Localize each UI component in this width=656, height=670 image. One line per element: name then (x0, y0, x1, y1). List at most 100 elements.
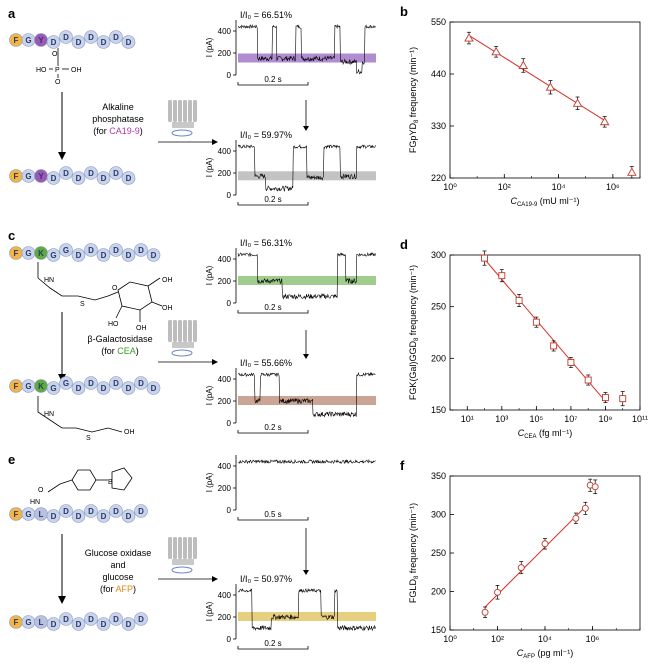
residue-letter: D (113, 33, 119, 42)
residue-letter: D (88, 33, 94, 42)
residue-bead (96, 248, 111, 262)
residue-letter: F (14, 36, 19, 45)
current-trace-line (237, 458, 376, 465)
nanopore-icon (158, 320, 218, 365)
pore-subunit (178, 100, 182, 122)
trace-y-tick-label: 0 (227, 419, 232, 428)
trace-arrow-head (303, 126, 309, 131)
level-band (238, 612, 376, 621)
y-tick-label: 300 (431, 510, 446, 520)
y-tick-label: 200 (431, 353, 446, 363)
level-band (238, 53, 376, 63)
panel-label-e: e (8, 452, 15, 467)
residue-bead (121, 381, 136, 395)
data-point (545, 82, 556, 91)
residue-bead (109, 376, 123, 390)
chart-d: d 150 200 250 300 10¹ 10³ 10⁵ 10⁷ 10⁹ 10¹¹ CCEA (fg… (400, 237, 648, 440)
x-tick-label: 10⁶ (586, 634, 600, 644)
data-point (572, 514, 580, 522)
time-scale-label: 0.2 s (264, 423, 281, 432)
data-point (550, 342, 558, 350)
residue-letter: D (126, 620, 132, 629)
pore-subunit (168, 100, 172, 122)
residue-bead (84, 612, 98, 626)
nanopore-icon (158, 100, 218, 145)
residue-letter: D (88, 169, 94, 178)
residue-letter: D (88, 507, 94, 516)
data-point (515, 297, 523, 304)
residue-letter: D (51, 512, 57, 521)
current-ratio-label: I/I₀ = 56.31% (240, 238, 292, 248)
residue-letter: D (76, 384, 82, 393)
residue-letter: K (38, 382, 44, 391)
trace-y-label: I (pA) (205, 601, 214, 621)
pore-subunit (168, 537, 172, 559)
fit-line (484, 506, 586, 608)
data-point (591, 483, 599, 491)
y-tick-label: 220 (431, 173, 446, 183)
residue-letter: D (63, 169, 69, 178)
time-scale-label: 0.5 s (264, 510, 281, 519)
residue-letter: D (76, 512, 82, 521)
residue-bead (146, 248, 161, 262)
x-axis-label: CCA19-9 (mU ml⁻¹) (510, 196, 579, 208)
current-trace-line (237, 144, 376, 192)
current-trace-panel: 400 200 0 I (pA) 0.5 s (205, 455, 376, 521)
y-tick-label: 550 (431, 17, 446, 27)
residue-bead (96, 509, 111, 523)
residue-bead (46, 381, 61, 395)
pore-stem (172, 559, 194, 565)
residue-bead (59, 243, 73, 257)
residue-bead (84, 166, 98, 180)
pore-subunit (193, 320, 197, 342)
residue-letter: Y (38, 36, 44, 45)
residue-letter: Y (38, 172, 44, 181)
residue-letter: D (63, 33, 69, 42)
residue-bead (59, 166, 73, 180)
time-scale-bar (237, 310, 309, 314)
membrane-icon (171, 129, 193, 137)
residue-letter: D (51, 174, 57, 183)
y-tick-label: 330 (431, 121, 446, 131)
residue-letter: D (88, 379, 94, 388)
data-point (567, 359, 575, 366)
y-axis-label: FGpYD8 frequency (min⁻¹) (408, 47, 420, 153)
trace-y-tick-label: 200 (218, 277, 232, 286)
data-point (491, 46, 501, 56)
current-trace-panel: 400 200 0 I (pA) I/I₀ = 59.97% 0.2 s (205, 130, 376, 206)
residue-bead (46, 617, 61, 631)
trace-y-label: I (pA) (205, 157, 214, 177)
pore-subunit (188, 537, 192, 559)
residue-letter: F (14, 510, 19, 519)
residue-bead (46, 171, 61, 185)
y-tick-label: 150 (431, 405, 446, 415)
x-tick-label: 10² (491, 634, 504, 644)
current-ratio-label: I/I₀ = 66.51% (240, 10, 292, 20)
panel-label-d: d (400, 237, 408, 252)
time-scale-bar (237, 517, 309, 521)
trace-y-tick-label: 200 (218, 169, 232, 178)
residue-letter: G (25, 510, 31, 519)
pore-subunit (173, 100, 177, 122)
residue-letter: D (138, 507, 144, 516)
data-point (599, 116, 610, 126)
data-point (517, 564, 525, 572)
residue-letter: G (25, 618, 31, 627)
oh-label-c1: OH (162, 277, 173, 284)
current-ratio-label: I/I₀ = 59.97% (240, 130, 292, 140)
phosphate-p: P (55, 67, 60, 74)
trace-y-tick-label: 0 (227, 191, 232, 200)
x-axis-label: CCEA (fg ml⁻¹) (518, 428, 573, 440)
oh-label-c2: OH (136, 325, 147, 332)
current-trace-panel: 400 200 0 I (pA) I/I₀ = 55.66% 0.2 s (205, 358, 376, 434)
residue-bead (71, 381, 86, 395)
trace-y-tick-label: 400 (218, 591, 232, 600)
residue-letter: D (51, 38, 57, 47)
current-ratio-label: I/I₀ = 55.66% (240, 358, 292, 368)
y-tick-label: 440 (431, 69, 446, 79)
residue-bead (71, 35, 86, 49)
pore-subunit (188, 100, 192, 122)
panel-label-f: f (400, 458, 405, 473)
current-trace-panel: 400 200 0 I (pA) I/I₀ = 56.31% 0.2 s (205, 238, 376, 314)
